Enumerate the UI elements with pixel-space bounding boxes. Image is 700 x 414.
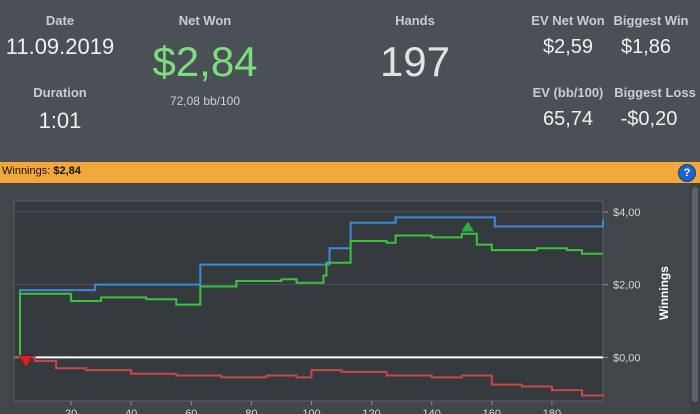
biggest-loss-value: -$0,20 [620,108,678,130]
x-tick-label: 180 [543,408,561,414]
x-tick-label: 40 [125,408,137,414]
net-won-bb100: 72,08 bb/100 [169,94,241,108]
x-tick-label: 80 [245,408,257,414]
net-won-label: Net Won [178,13,232,28]
series-line-2 [14,356,604,397]
y-tick-label: $4,00 [613,207,641,219]
hands-label: Hands [395,13,435,28]
biggest-win-value: $1,86 [620,36,672,58]
duration-value: 1:01 [38,108,82,133]
y-tick-label: $0,00 [613,352,641,364]
y-tick-labels: $4,00 $2,00 $0,00 [603,207,641,364]
vertical-scrollbar[interactable] [690,183,700,414]
winnings-label: Winnings: [2,165,51,177]
x-tick-label: 20 [65,408,77,414]
x-tick-label: 60 [185,408,197,414]
hands-value: 197 [379,38,451,85]
ev-net-won-value: $2,59 [542,36,594,58]
ev-bb100-label: EV (bb/100) [532,85,604,100]
net-won-value: $2,84 [152,38,258,85]
x-tick-label: 160 [483,408,501,414]
x-tick-labels: 20 40 60 80 100 120 140 160 180 [65,401,561,414]
series-lines [14,216,604,397]
winnings-bar: Winnings: $2,84 ? [0,162,700,184]
chart-markers [18,220,476,369]
scrollbar-thumb[interactable] [692,187,698,402]
plot-area [13,200,604,402]
y-axis-label: Winnings [657,266,671,320]
winnings-summary: Winnings: $2,84 [2,165,81,177]
biggest-win-label: Biggest Win [613,13,689,28]
winnings-value: $2,84 [53,165,81,177]
date-label: Date [45,13,75,28]
ev-net-won-label: EV Net Won [531,13,605,28]
x-tick-label: 140 [423,408,441,414]
date-value: 11.09.2019 [5,34,115,59]
high-marker [460,220,476,233]
series-line-0 [14,216,604,359]
ev-bb100-value: 65,74 [542,108,594,130]
help-icon[interactable]: ? [678,164,696,182]
x-tick-label: 120 [362,408,380,414]
duration-label: Duration [33,85,87,100]
x-tick-label: 100 [302,408,320,414]
biggest-loss-label: Biggest Loss [614,85,696,100]
series-line-1 [14,232,603,359]
stats-panel: Date 11.09.2019 Duration 1:01 Net Won $2… [0,0,700,162]
winnings-chart: $4,00$2,00$0,00 20 40 60 80 100 120 140 160 180 … [0,183,690,414]
y-tick-label: $2,00 [613,280,641,292]
low-marker [18,355,34,369]
